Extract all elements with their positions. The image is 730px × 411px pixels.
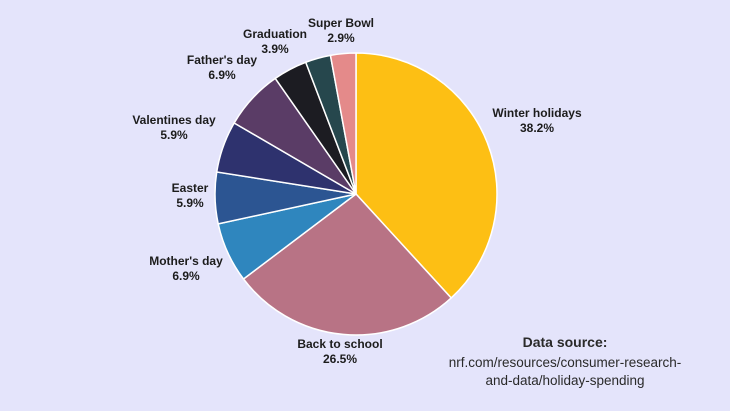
label-valentines-day: Valentines day 5.9% [132, 113, 216, 142]
data-source: Data source: nrf.com/resources/consumer-… [430, 334, 700, 390]
pie-labels: Winter holidays 38.2% Back to school 26.5% M… [132, 16, 582, 366]
data-source-title: Data source: [522, 334, 608, 350]
label-father-s-day: Father's day 6.9% [187, 53, 258, 82]
pie-slice-back-to-school [242, 192, 453, 336]
label-super-bowl: Super Bowl 2.9% [308, 16, 374, 45]
data-source-url-line-1: nrf.com/resources/consumer-research- [448, 355, 682, 370]
pie-slices [214, 52, 498, 336]
label-winter-holidays: Winter holidays 38.2% [492, 106, 582, 135]
label-easter: Easter 5.9% [172, 181, 209, 210]
data-source-url-line-2: and-data/holiday-spending [485, 373, 645, 388]
pie-slice-other [329, 52, 357, 195]
label-mother-s-day: Mother's day 6.9% [149, 254, 223, 283]
pie-slice-winter-holidays [355, 52, 498, 300]
label-back-to-school: Back to school 26.5% [297, 337, 382, 366]
label-graduation: Graduation 3.9% [243, 27, 307, 56]
